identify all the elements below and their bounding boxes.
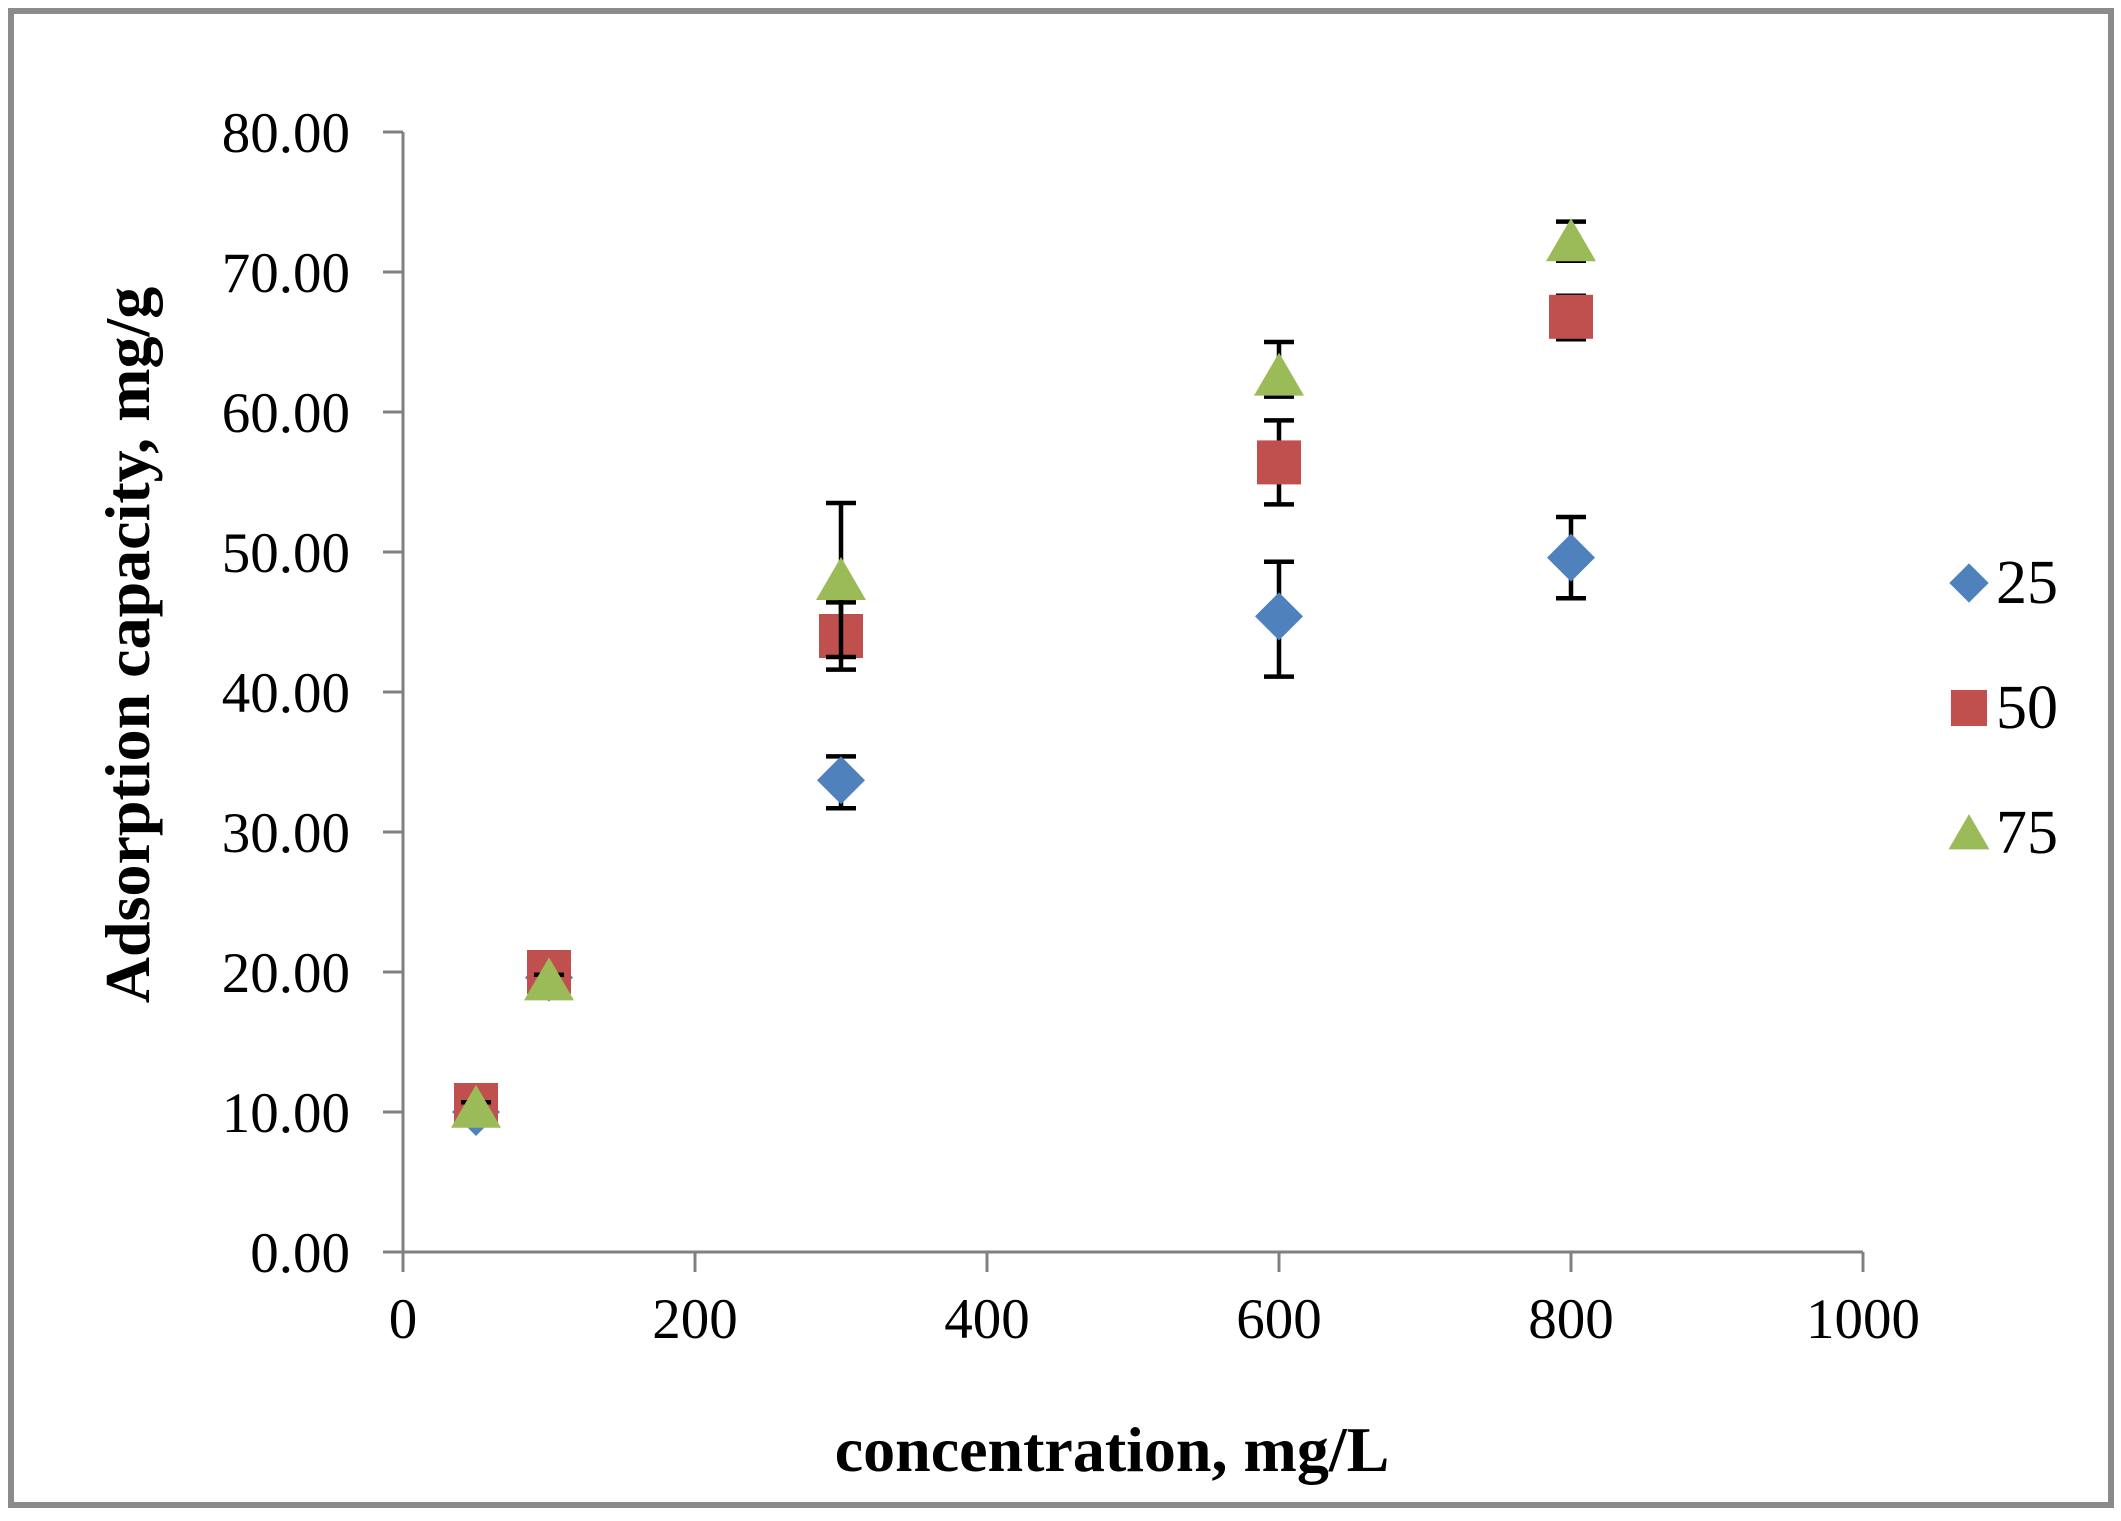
triangle-marker — [1254, 352, 1304, 396]
legend-label-50: 50 — [1996, 674, 2058, 742]
y-tick-label: 80.00 — [222, 102, 350, 165]
y-tick-label: 0.00 — [250, 1222, 350, 1285]
triangle-marker-icon — [1946, 810, 1992, 856]
tick-labels: 0.00 10.00 20.00 30.00 40.00 50.00 60.00 70.00 8… — [222, 102, 1920, 1351]
diamond-marker — [1949, 563, 1989, 603]
x-tick-label: 600 — [1236, 1288, 1322, 1351]
error-bars — [461, 293, 1586, 1113]
x-tick-label: 1000 — [1806, 1288, 1920, 1351]
y-tick-label: 50.00 — [222, 522, 350, 585]
x-axis-title: concentration, mg/L — [834, 1414, 1390, 1485]
x-tick-label: 200 — [652, 1288, 738, 1351]
x-tick-label: 400 — [944, 1288, 1030, 1351]
triangle-marker — [524, 957, 574, 1001]
y-tick-label: 70.00 — [222, 242, 350, 305]
square-marker — [1950, 689, 1988, 727]
error-bars — [461, 219, 1586, 1116]
square-marker — [1549, 294, 1593, 339]
x-tick-label: 800 — [1528, 1288, 1614, 1351]
square-marker-icon — [1946, 685, 1992, 731]
diamond-marker — [817, 756, 865, 805]
diamond-marker-icon — [1946, 560, 1992, 606]
series-25 — [452, 514, 1595, 1136]
triangle-marker — [1546, 218, 1596, 262]
legend-item-25: 25 — [1946, 547, 2058, 619]
series-50 — [454, 293, 1593, 1127]
square-marker — [1257, 440, 1301, 485]
legend-item-50: 50 — [1946, 672, 2058, 744]
triangle-marker — [451, 1084, 501, 1128]
triangle-marker — [816, 557, 866, 600]
x-tick-label: 0 — [389, 1288, 418, 1351]
y-axis-title: Adsorption capacity, mg/g — [92, 286, 163, 1004]
legend-item-75: 75 — [1946, 797, 2058, 869]
diamond-marker — [1255, 592, 1303, 641]
series-75 — [451, 218, 1596, 1128]
axes — [383, 130, 1865, 1272]
y-tick-label: 30.00 — [222, 802, 350, 865]
error-bars — [461, 514, 1586, 1120]
triangle-marker — [1948, 814, 1990, 850]
y-tick-label: 60.00 — [222, 382, 350, 445]
diamond-marker — [1547, 533, 1595, 582]
legend-label-75: 75 — [1996, 799, 2058, 867]
legend-label-25: 25 — [1996, 549, 2058, 617]
y-tick-label: 40.00 — [222, 662, 350, 725]
y-tick-label: 20.00 — [222, 942, 350, 1005]
y-tick-label: 10.00 — [222, 1082, 350, 1145]
